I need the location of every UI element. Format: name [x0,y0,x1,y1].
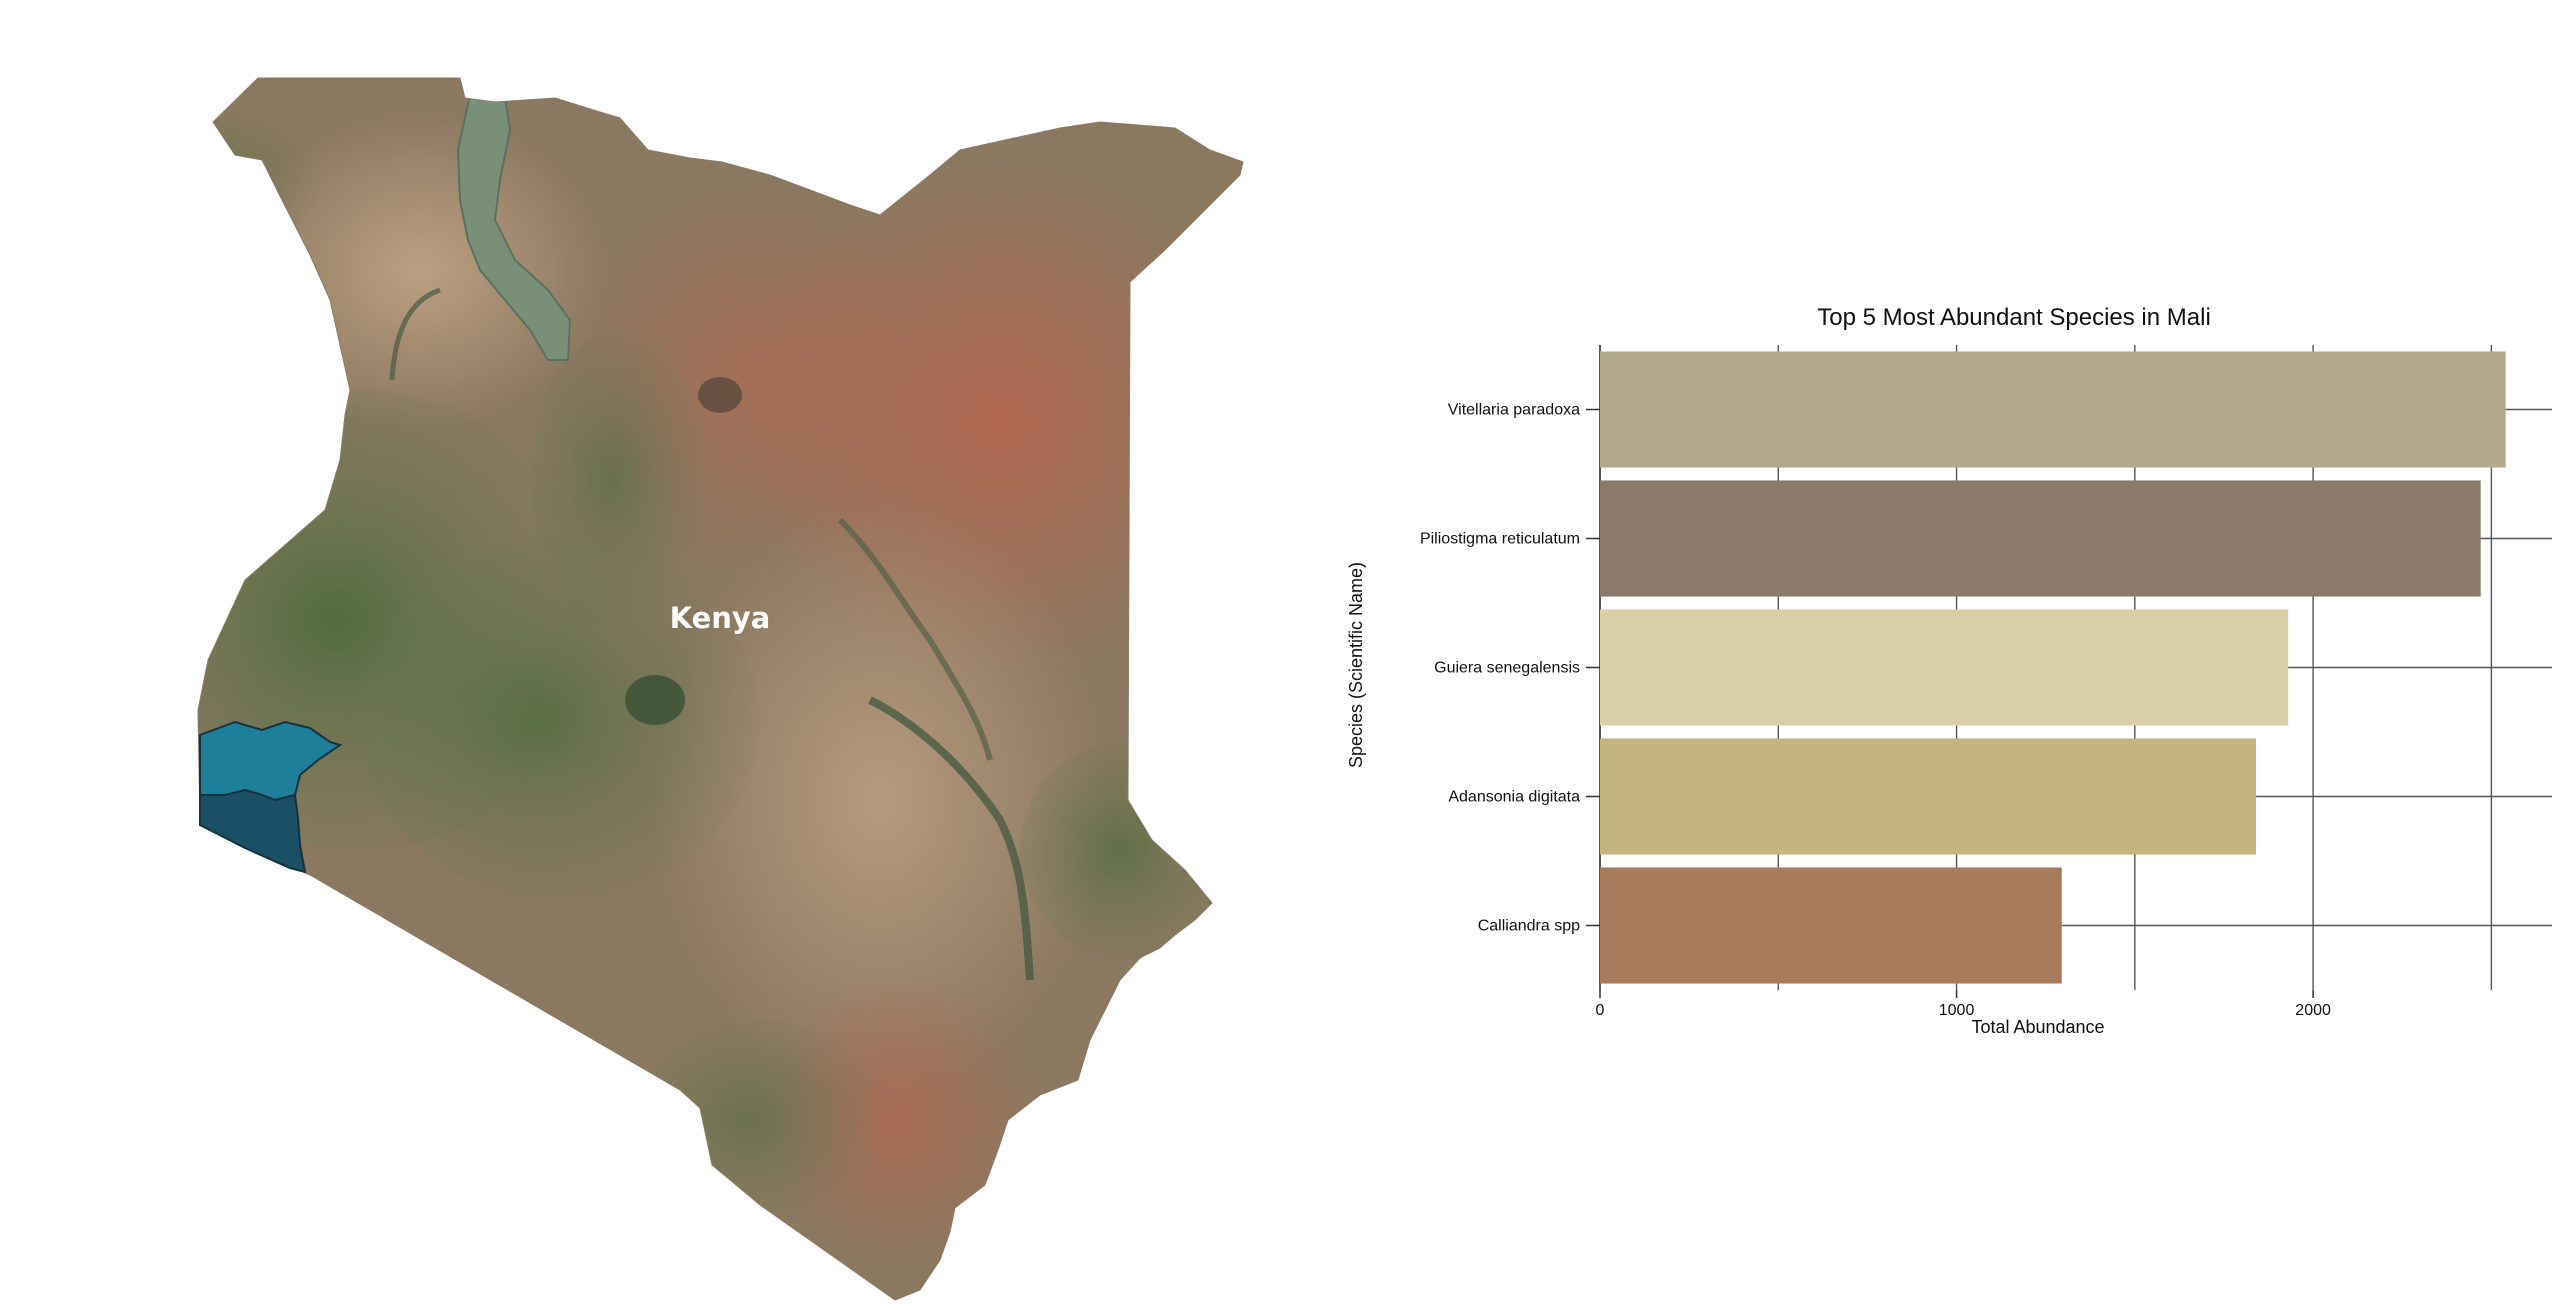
chart-title: Top 5 Most Abundant Species in Mali [1817,304,2211,331]
x-tick-label: 0 [1596,1002,1605,1019]
bar-chart: Top 5 Most Abundant Species in Mali Vite… [1346,304,2552,1037]
y-tick-label: Vitellaria paradoxa [1448,402,1580,419]
y-axis: Vitellaria paradoxa Piliostigma reticulat… [1420,402,1600,935]
x-tick-label: 1000 [1939,1002,1975,1019]
y-tick-label: Guiera senegalensis [1434,660,1580,677]
kenya-map: Kenya [197,77,1244,1301]
y-axis-title: Species (Scientific Name) [1346,562,1366,768]
x-axis: 0 1000 2000 [1596,990,2331,1019]
bar-adansonia-digitata [1600,738,2257,855]
y-tick-label: Calliandra spp [1478,918,1580,935]
bar-piliostigma-reticulatum [1600,480,2481,597]
x-tick-label: 2000 [2295,1002,2331,1019]
y-tick-label: Piliostigma reticulatum [1420,531,1580,548]
kenya-terrain [198,78,1243,1300]
bar-calliandra-spp [1600,867,2062,984]
x-axis-title: Total Abundance [1971,1017,2104,1037]
bar-vitellaria-paradoxa [1600,351,2506,468]
bar-guiera-senegalensis [1600,609,2289,726]
bar-chart-panel: Top 5 Most Abundant Species in Mali Vite… [1300,0,2553,1305]
kenya-outline [197,77,1244,1301]
highlight-region-south [199,788,307,874]
map-region-label: Kenya [670,601,771,635]
chart-bars [1600,351,2506,984]
kenya-map-panel: Kenya [197,77,1244,1301]
y-tick-label: Adansonia digitata [1448,789,1580,806]
